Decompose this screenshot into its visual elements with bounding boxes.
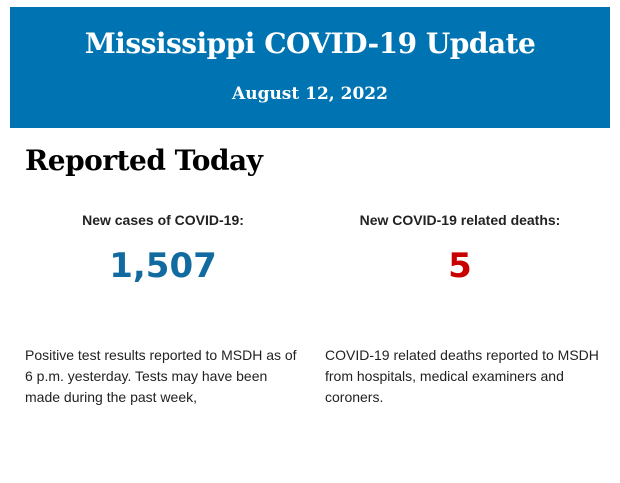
- new-deaths-label: New COVID-19 related deaths:: [359, 212, 561, 228]
- header-banner: Mississippi COVID-19 Update August 12, 2…: [10, 7, 610, 128]
- section-title: Reported Today: [25, 144, 263, 177]
- page-title: Mississippi COVID-19 Update: [84, 27, 536, 60]
- report-date: August 12, 2022: [232, 84, 388, 104]
- new-cases-value: 1,507: [109, 246, 217, 286]
- new-cases-label: New cases of COVID-19:: [82, 212, 244, 228]
- new-deaths-value: 5: [448, 246, 472, 286]
- new-deaths-stat: New COVID-19 related deaths: 5: [315, 212, 605, 286]
- new-cases-description: Positive test results reported to MSDH a…: [25, 347, 297, 405]
- new-cases-stat: New cases of COVID-19: 1,507: [18, 212, 308, 286]
- new-deaths-description: COVID-19 related deaths reported to MSDH…: [325, 347, 599, 405]
